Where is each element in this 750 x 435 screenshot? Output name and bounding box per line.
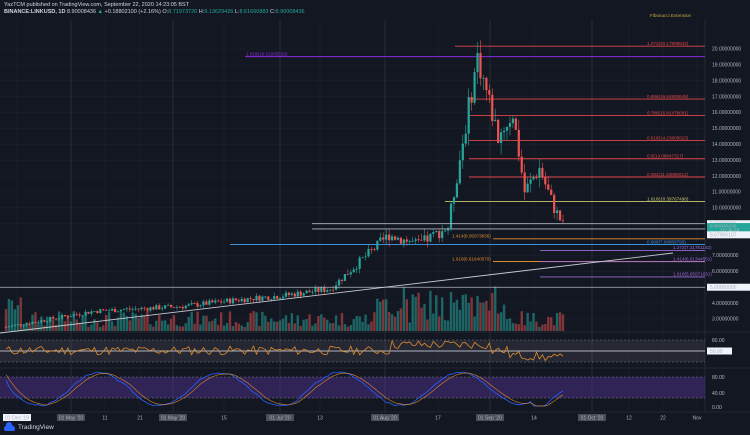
close-label: C: — [270, 9, 276, 15]
up-arrow-icon: ▲ — [97, 9, 103, 15]
svg-text:8.67906107: 8.67906107 — [710, 233, 737, 239]
price-tick: 20.00000000 — [712, 47, 741, 53]
svg-text:12: 12 — [626, 416, 632, 422]
fib-level-label: 0.886(7.68808796) — [647, 239, 686, 244]
svg-text:01 May '20: 01 May '20 — [59, 416, 84, 422]
fib-level-label: 1.618(10.39767498) — [647, 196, 689, 201]
tradingview-cloud-icon — [4, 421, 15, 431]
stoch-rsi-pane — [0, 371, 705, 407]
svg-text:01 Jul '20: 01 Jul '20 — [269, 416, 290, 422]
high-label: H: — [198, 9, 205, 15]
time-tick: 17 — [435, 416, 441, 422]
tradingview-logo[interactable]: TradingView — [4, 421, 54, 431]
price-tick: 18.00000000 — [712, 78, 741, 84]
time-tick: 21 — [137, 416, 143, 422]
price-tick: 17.00000000 — [712, 94, 741, 100]
time-tick: 01 May '20 — [57, 414, 85, 422]
time-tick: 01 Jul '20 — [266, 414, 294, 422]
trendlines — [0, 223, 705, 334]
time-tick: 01 Oct '20 — [578, 414, 606, 422]
close-value: 8.90008436 — [275, 9, 305, 15]
price-tick: 14.00000000 — [712, 142, 741, 148]
time-tick: 15 — [221, 416, 227, 422]
svg-text:50.00: 50.00 — [710, 349, 723, 355]
fib-level-label: 1.272(20.17988542) — [647, 41, 689, 46]
svg-text:13: 13 — [317, 416, 323, 422]
svg-text:5.00000000: 5.00000000 — [710, 285, 737, 291]
price-tick: 15.00000000 — [712, 126, 741, 132]
last-price: 8.90008436 — [66, 9, 97, 15]
rsi-pane — [0, 339, 705, 363]
price-tick: 10.00000000 — [712, 206, 741, 212]
price-tick: 13.00000000 — [712, 158, 741, 164]
publisher-line: YazTCM published on TradingView.com, Sep… — [4, 2, 190, 8]
time-tick: 13 — [317, 416, 323, 422]
svg-text:01 Oct '20: 01 Oct '20 — [581, 416, 604, 422]
fib-level-label: 0.618(14.23805623) — [647, 135, 689, 140]
axes: 20.00000000 19.00000000 18.00000000 17.0000… — [3, 47, 750, 422]
fib-level-label: 0.5(13.08847317) — [647, 154, 684, 159]
fib-level-label: 1.414(6.61344551) — [673, 256, 712, 261]
price-tag: 5.00000000 — [707, 283, 750, 291]
symbol-label: BINANCE:LINKUSD, 1D — [4, 9, 66, 15]
price-tick: 6.00000000 — [712, 269, 739, 275]
tradingview-brand: TradingView — [18, 424, 54, 431]
svg-text:40.00: 40.00 — [712, 391, 725, 397]
time-tick: 01 Dec '19 — [3, 414, 31, 422]
price-tick: 16.00000000 — [712, 110, 741, 116]
low-value: 8.61660883 — [239, 9, 269, 15]
fib-level-label: 0.886(16.84893648) — [647, 94, 689, 99]
fib-level-label: 0.382(11.93889012) — [647, 172, 689, 177]
time-tick: 01 Sep '20 — [476, 414, 504, 422]
chart-grid — [0, 20, 750, 413]
svg-text:01 May '20: 01 May '20 — [161, 416, 186, 422]
change-value: +0.18802100 (+2.16%) — [104, 9, 161, 15]
price-tick: 11.00000000 — [712, 190, 741, 196]
fib-level-label: 1.414(8.05073836) — [452, 234, 491, 239]
candlesticks — [4, 40, 565, 328]
svg-text:01 Dec '19: 01 Dec '19 — [5, 416, 29, 422]
price-tick: 7.00000000 — [712, 253, 739, 259]
svg-text:01 Sep '20: 01 Sep '20 — [478, 416, 502, 422]
fib-level-label: 0.786(15.81479001) — [647, 110, 689, 115]
time-tick: 12 — [626, 416, 632, 422]
open-value: 8.71973720 — [168, 9, 198, 15]
svg-text:17: 17 — [435, 416, 441, 422]
fib-level-label: 1.272(7.31751152) — [673, 245, 712, 250]
svg-text:80.00: 80.00 — [712, 375, 725, 381]
high-value: 9.13629426 — [204, 9, 234, 15]
price-tag: 8.67906107 — [707, 231, 750, 239]
svg-text:11: 11 — [102, 416, 107, 422]
time-tick: 01 Aug '20 — [371, 414, 399, 422]
svg-text:Nov: Nov — [693, 416, 702, 422]
svg-text:Fibonacci Extension: Fibonacci Extension — [650, 13, 692, 18]
price-tick: 19.00000000 — [712, 63, 741, 69]
svg-text:01 Aug '20: 01 Aug '20 — [373, 416, 397, 422]
time-tick: Nov — [693, 416, 702, 422]
time-tick: 14 — [531, 416, 537, 422]
fib-level-label: 1.618(6.61640570) — [452, 256, 491, 261]
fib-level-label: 1.618(19.51935529) — [246, 51, 288, 56]
price-tick: 4.00000000 — [712, 301, 739, 307]
fib-level-label: 1.618(5.65071631) — [673, 272, 712, 277]
time-tick: 11 — [102, 416, 107, 422]
low-label: L: — [234, 9, 240, 15]
open-label: O: — [162, 9, 169, 15]
time-tick: 22 — [660, 416, 666, 422]
symbol-ohlc-line: BINANCE:LINKUSD, 1D 8.90008436 ▲ +0.1880… — [4, 9, 305, 15]
svg-text:22: 22 — [660, 416, 666, 422]
price-tick: 3.00000000 — [712, 317, 739, 323]
svg-text:21: 21 — [137, 416, 143, 422]
fib-levels: 1.272(20.17988542) 1.618(19.51935529) 0.88… — [230, 13, 712, 278]
price-tick: 12.00000000 — [712, 174, 741, 180]
svg-text:0.00: 0.00 — [712, 405, 722, 411]
svg-text:14: 14 — [531, 416, 537, 422]
time-tick: 01 May '20 — [159, 414, 187, 422]
svg-text:15: 15 — [221, 416, 227, 422]
svg-text:80.00: 80.00 — [712, 338, 725, 344]
